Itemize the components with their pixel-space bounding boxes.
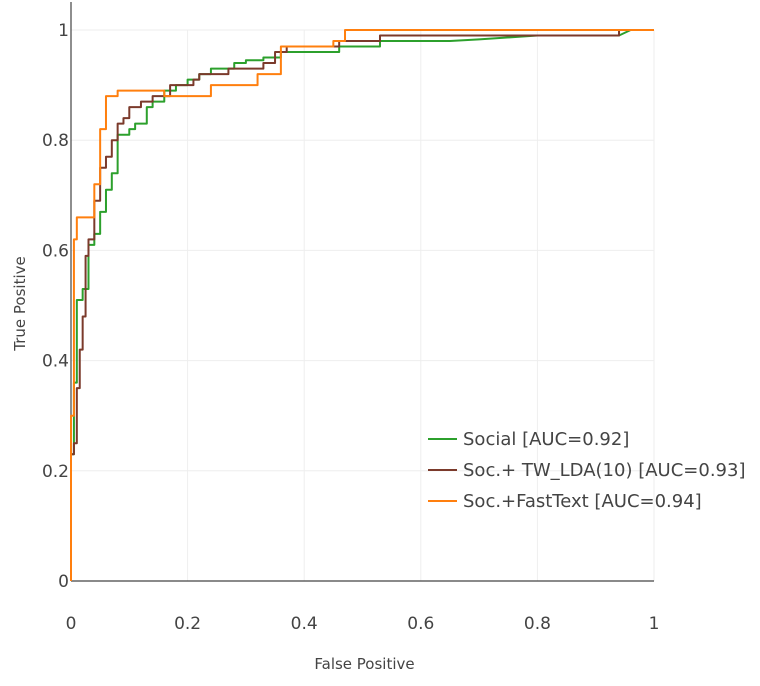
x-tick-label: 0.2 bbox=[174, 614, 201, 634]
series-lines bbox=[70, 29, 654, 581]
series-line-2[interactable] bbox=[70, 29, 654, 581]
legend-item-3[interactable]: Soc.+FastText [AUC=0.94] bbox=[428, 491, 702, 512]
legend-item-1[interactable]: Social [AUC=0.92] bbox=[428, 429, 629, 450]
x-tick-labels: 0 0.2 0.4 0.6 0.8 1 bbox=[66, 614, 660, 634]
legend-label: Soc.+FastText [AUC=0.94] bbox=[463, 491, 702, 512]
y-tick-label: 0.4 bbox=[42, 352, 69, 372]
y-tick-label: 0.6 bbox=[42, 241, 69, 261]
x-tick-label: 0.8 bbox=[524, 614, 551, 634]
legend-item-2[interactable]: Soc.+ TW_LDA(10) [AUC=0.93] bbox=[428, 460, 745, 481]
y-tick-label: 0.8 bbox=[42, 131, 69, 151]
x-tick-label: 1 bbox=[649, 614, 660, 634]
y-tick-labels: 0 0.2 0.4 0.6 0.8 1 bbox=[42, 21, 69, 592]
y-tick-label: 0 bbox=[58, 572, 69, 592]
x-tick-label: 0.6 bbox=[407, 614, 434, 634]
x-tick-label: 0 bbox=[66, 614, 77, 634]
legend[interactable]: Social [AUC=0.92] Soc.+ TW_LDA(10) [AUC=0… bbox=[428, 429, 745, 512]
y-tick-label: 1 bbox=[58, 21, 69, 41]
series-line-3[interactable] bbox=[70, 29, 654, 581]
y-axis-title: True Positive bbox=[11, 256, 29, 351]
x-axis-title: False Positive bbox=[314, 655, 414, 673]
y-tick-label: 0.2 bbox=[42, 462, 69, 482]
legend-label: Soc.+ TW_LDA(10) [AUC=0.93] bbox=[463, 460, 745, 481]
legend-label: Social [AUC=0.92] bbox=[463, 429, 629, 450]
x-tick-label: 0.4 bbox=[291, 614, 318, 634]
